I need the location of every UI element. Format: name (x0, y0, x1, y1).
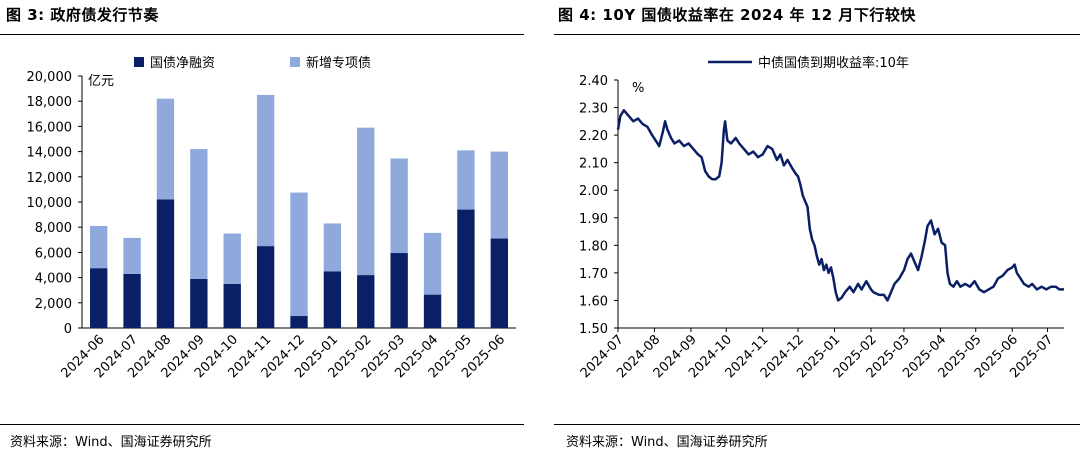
y-tick-label: 10,000 (27, 196, 73, 211)
y-tick-label: 1.70 (579, 267, 608, 282)
bar-segment (156, 199, 175, 328)
y-tick-label: 1.90 (579, 212, 608, 227)
legend-label: 国债净融资 (150, 56, 215, 71)
bar-segment (390, 253, 408, 328)
y-tick-label: 2,000 (35, 297, 72, 312)
left-chart-title: 图 3: 政府债发行节奏 (6, 6, 159, 24)
legend-label: 新增专项债 (306, 55, 371, 71)
y-tick-label: 1.50 (579, 322, 608, 337)
bar-segment (90, 225, 108, 269)
bar-segment (423, 294, 442, 328)
government-bond-issuance-chart: 0 2,000 4,000 6,000 8,000 10,000 12,000 14,000 1… (27, 55, 516, 381)
legend-swatch (134, 57, 144, 67)
bar-segment (423, 232, 442, 295)
bar-segment (490, 238, 508, 328)
bar-segment (323, 271, 342, 328)
y-unit-label: 亿元 (88, 74, 114, 89)
bar-segment (123, 273, 141, 328)
yield-line (616, 109, 1064, 302)
y-tick-label: 8,000 (35, 221, 72, 236)
ten-year-yield-chart: 1.50 1.60 1.70 1.80 1.90 2.00 2.10 2.20 2.30 2.40… (578, 55, 1064, 381)
bar-segment (256, 246, 275, 328)
right-source-rule (554, 424, 1080, 425)
y-tick-label: 4,000 (35, 272, 72, 287)
bar-segment (156, 98, 175, 200)
legend-swatch (290, 57, 300, 67)
bar-segment (190, 149, 208, 279)
y-tick-label: 2.20 (579, 129, 608, 144)
y-tick-label: 2.40 (579, 74, 608, 89)
y-unit-label: % (632, 81, 644, 96)
y-tick-label: 2.00 (579, 184, 608, 199)
y-tick-label: 1.60 (579, 294, 608, 309)
bar-segment (457, 150, 475, 210)
y-tick-label: 14,000 (27, 146, 73, 161)
y-tick-label: 2.30 (579, 102, 608, 117)
y-tick-label: 20,000 (27, 70, 73, 85)
left-source-rule (0, 424, 524, 425)
bar-segment (123, 237, 141, 274)
bar-segment (223, 233, 241, 284)
bar-segment (357, 127, 375, 276)
bar-segment (190, 278, 208, 328)
bar-segment (390, 158, 408, 254)
left-title-rule (0, 34, 524, 35)
bar-segment (457, 209, 475, 328)
bar-segment (223, 283, 241, 328)
y-tick-label: 12,000 (27, 171, 73, 186)
legend-label: 中债国债到期收益率:10年 (758, 55, 909, 71)
bar-segment (290, 192, 308, 317)
bar-segment (357, 275, 375, 328)
bar-segment (90, 268, 108, 328)
right-chart-title: 图 4: 10Y 国债收益率在 2024 年 12 月下行较快 (558, 6, 916, 24)
y-tick-label: 2.10 (579, 157, 608, 172)
y-tick-label: 6,000 (35, 246, 72, 261)
bar-segment (290, 316, 308, 328)
bar-segment (323, 223, 342, 272)
y-tick-label: 1.80 (579, 239, 608, 254)
bar-segment (490, 151, 508, 239)
right-source-note: 资料来源：Wind、国海证券研究所 (566, 435, 768, 450)
y-tick-label: 0 (64, 322, 72, 337)
bar-segment (256, 94, 275, 247)
right-title-rule (554, 34, 1080, 35)
y-tick-label: 16,000 (27, 120, 73, 135)
y-tick-label: 18,000 (27, 95, 73, 110)
left-source-note: 资料来源：Wind、国海证券研究所 (10, 435, 212, 450)
